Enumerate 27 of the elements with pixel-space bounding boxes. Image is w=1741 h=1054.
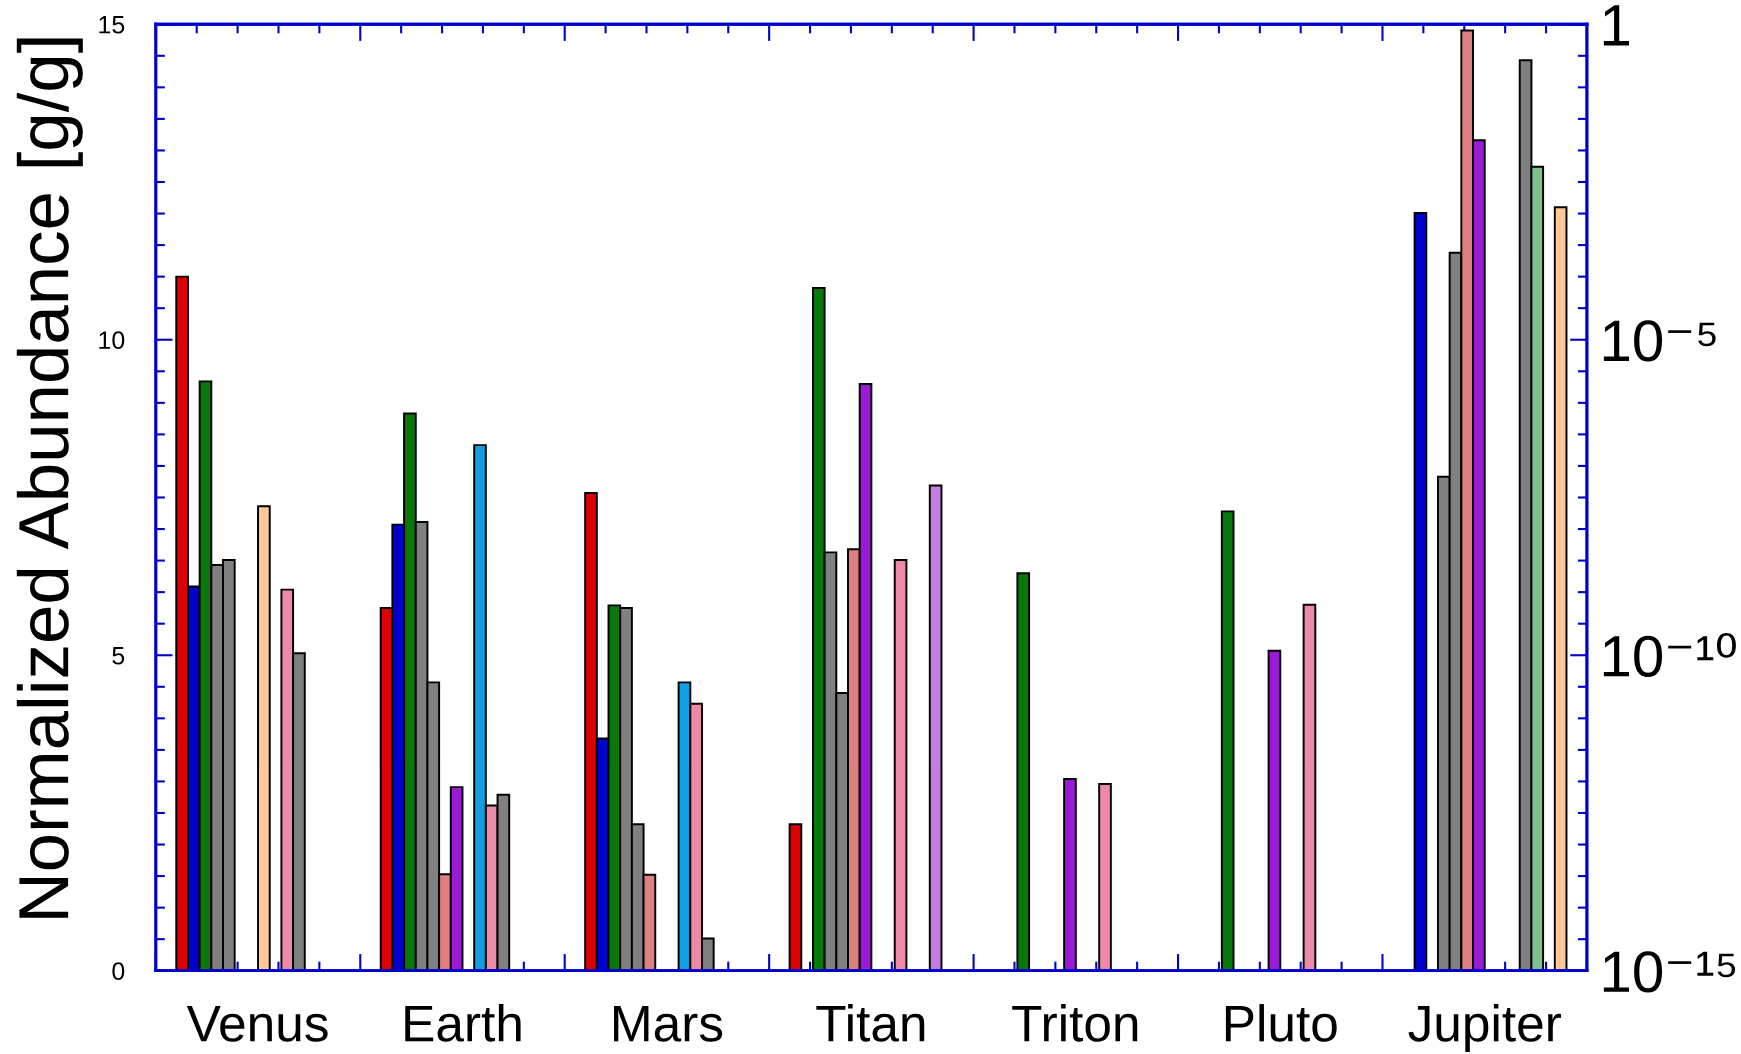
y-tick-label: 0 [112,962,125,981]
bar [788,823,803,971]
bar [1267,649,1282,971]
y-tick-label: 10 [99,331,125,350]
x-tick-label: Venus [186,1005,328,1042]
bar [1063,777,1077,971]
y2-tick-label: 10⁻¹⁵ [1603,951,1736,993]
bar [1220,510,1235,971]
bar [1302,603,1317,971]
y2-tick-label: 1 [1603,5,1630,46]
y-tick-label: 15 [99,16,125,34]
x-tick-label: Jupiter [1408,1004,1561,1052]
bar [1098,782,1112,971]
x-tick-label: Titan [816,1004,925,1042]
bar [893,558,908,971]
y-tick-label: 5 [112,647,125,665]
y2-tick-label: 10⁻⁵ [1603,320,1716,362]
x-tick-label: Mars [614,1005,723,1042]
bar [1016,572,1031,971]
bar [257,505,271,971]
bar [928,484,943,971]
y-axis-title: Normalized Abundance [g/g] [16,38,83,918]
x-tick-label: Pluto [1225,1004,1337,1042]
y2-tick-label: 10⁻¹⁰ [1603,633,1736,677]
bar [1553,206,1568,971]
x-tick-label: Earth [405,1004,521,1042]
x-tick-label: Triton [1012,1004,1138,1042]
